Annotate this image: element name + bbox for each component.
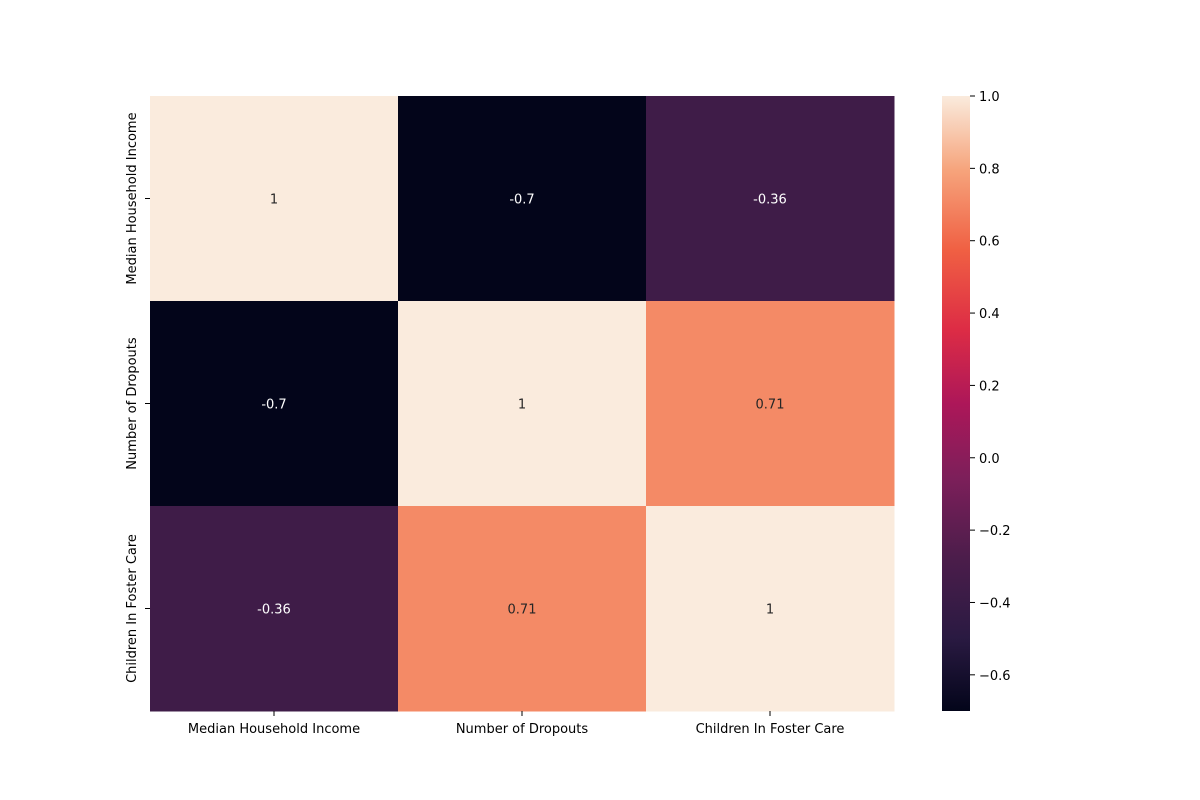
colorbar-tick-label: 0.8	[979, 162, 1000, 177]
x-tick-label: Number of Dropouts	[456, 722, 589, 737]
heatmap-cell	[398, 301, 647, 507]
colorbar: 1.0 0.8 0.6 0.4 0.2 0.0 −0.2 −0.4 −0.6	[942, 90, 1011, 711]
colorbar-tick-label: 0.0	[979, 452, 1000, 467]
heatmap-cell	[398, 96, 647, 302]
colorbar-tick-label: 0.4	[979, 307, 1000, 322]
cell-value-label: -0.7	[509, 193, 534, 208]
cell-value-label: -0.36	[753, 193, 787, 208]
y-tick-label: Children In Foster Care	[125, 534, 140, 683]
heatmap-cell-labels: 1 -0.7 -0.36 -0.7 1 0.71 -0.36 0.71 1	[257, 193, 787, 618]
heatmap-cell	[150, 96, 399, 302]
heatmap-cell	[646, 96, 895, 302]
y-tick-label: Median Household Income	[125, 112, 140, 284]
cell-value-label: -0.7	[261, 398, 286, 413]
colorbar-tick-label: −0.6	[979, 669, 1011, 684]
heatmap-cell	[150, 506, 399, 712]
y-tick-label: Number of Dropouts	[125, 337, 140, 470]
x-tick-label: Children In Foster Care	[696, 722, 845, 737]
colorbar-tick-label: −0.2	[979, 524, 1011, 539]
x-tick-label: Median Household Income	[188, 722, 360, 737]
cell-value-label: 0.71	[508, 603, 537, 618]
heatmap-cells	[150, 96, 895, 712]
colorbar-gradient	[942, 96, 970, 711]
colorbar-tick-label: 0.6	[979, 235, 1000, 250]
cell-value-label: 0.71	[756, 398, 785, 413]
cell-value-label: 1	[270, 193, 278, 208]
cell-value-label: 1	[766, 603, 774, 618]
colorbar-tick-label: −0.4	[979, 596, 1011, 611]
colorbar-tick-label: 1.0	[979, 90, 1000, 105]
x-axis: Median Household Income Number of Dropout…	[188, 711, 845, 737]
colorbar-tick-label: 0.2	[979, 379, 1000, 394]
heatmap-cell	[646, 506, 895, 712]
cell-value-label: -0.36	[257, 603, 291, 618]
heatmap-cell	[646, 301, 895, 507]
colorbar-ticks: 1.0 0.8 0.6 0.4 0.2 0.0 −0.2 −0.4 −0.6	[970, 90, 1011, 684]
cell-value-label: 1	[518, 398, 526, 413]
heatmap-cell	[150, 301, 399, 507]
y-axis: Median Household Income Number of Dropout…	[125, 112, 150, 683]
heatmap-cell	[398, 506, 647, 712]
